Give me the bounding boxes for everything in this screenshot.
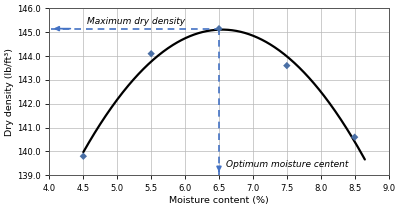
Text: Optimum moisture centent: Optimum moisture centent [226,160,348,169]
Text: Maximum dry density: Maximum dry density [87,17,185,26]
Point [352,135,358,139]
Y-axis label: Dry density (lb/ft³): Dry density (lb/ft³) [5,48,14,136]
Point [80,155,86,158]
Point [284,64,290,67]
X-axis label: Moisture content (%): Moisture content (%) [169,196,269,205]
Point [216,27,222,30]
Point [148,52,154,55]
